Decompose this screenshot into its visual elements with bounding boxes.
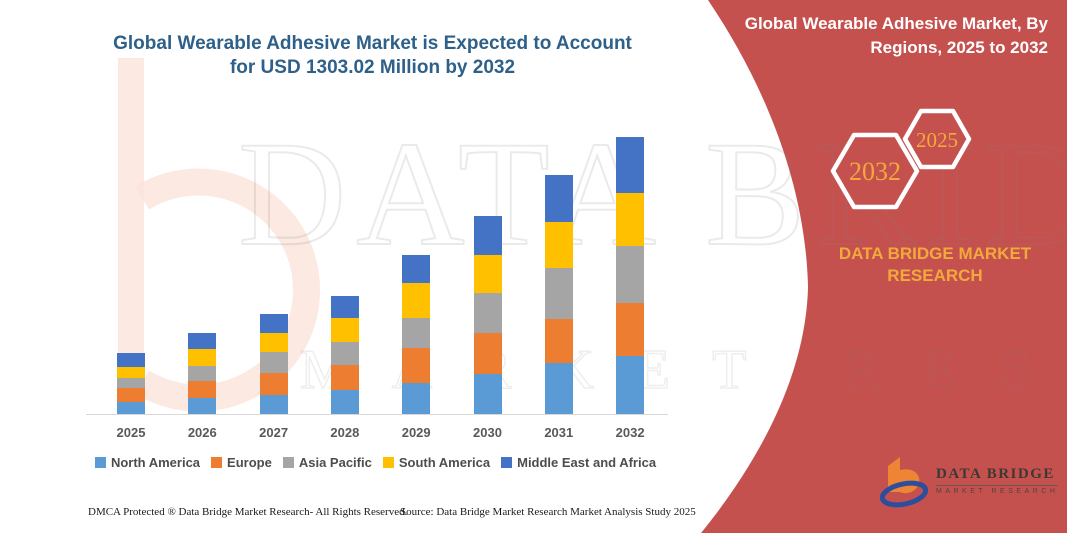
chart-legend: North America Europe Asia Pacific South Ame… bbox=[78, 455, 673, 470]
legend-swatch bbox=[501, 457, 513, 468]
legend-swatch bbox=[94, 457, 106, 468]
legend-swatch bbox=[282, 457, 294, 468]
red-panel-shape bbox=[701, 0, 1067, 533]
bar-segment-north-america-2032 bbox=[616, 356, 645, 414]
bar-segment-south-america-2025 bbox=[117, 367, 145, 378]
chart-title: Global Wearable Adhesive Market is Expec… bbox=[113, 33, 632, 78]
data-bridge-logo-icon bbox=[880, 457, 929, 508]
logo-text-block: DATA BRIDGE MARKET RESEARCH bbox=[936, 466, 1059, 495]
legend-label: Asia Pacific bbox=[298, 455, 372, 470]
legend-label: South America bbox=[398, 455, 491, 470]
hexagon-year-2025: 2025 bbox=[916, 128, 958, 152]
logo-tagline: MARKET RESEARCH bbox=[936, 487, 1059, 495]
x-axis-label-2030: 2030 bbox=[473, 425, 502, 440]
x-axis-line bbox=[86, 414, 668, 415]
bar-segment-asia-pacific-2032 bbox=[616, 245, 645, 304]
logo-swoosh bbox=[880, 480, 929, 508]
bar-segment-middle-east-and-africa-2025 bbox=[117, 353, 145, 368]
logo-name: DATA BRIDGE bbox=[936, 466, 1059, 486]
legend-item-middle-east-and-africa: Middle East and Africa bbox=[501, 455, 656, 470]
bar-segment-north-america-2031 bbox=[544, 362, 573, 414]
bar-segment-asia-pacific-2029 bbox=[402, 318, 431, 349]
bar-segment-asia-pacific-2026 bbox=[188, 365, 217, 382]
panel-title: Global Wearable Adhesive Market, By Regi… bbox=[744, 14, 1048, 57]
legend-item-north-america: North America bbox=[94, 455, 201, 470]
bar-segment-asia-pacific-2025 bbox=[117, 377, 145, 389]
legend-label: North America bbox=[110, 455, 201, 470]
bar-segment-europe-2032 bbox=[616, 303, 645, 357]
x-axis-label-2031: 2031 bbox=[544, 425, 574, 440]
legend-swatch bbox=[211, 457, 223, 468]
x-axis-label-2025: 2025 bbox=[116, 425, 146, 440]
bar-segment-middle-east-and-africa-2030 bbox=[473, 215, 502, 255]
bar-segment-europe-2029 bbox=[402, 348, 431, 383]
bar-segment-asia-pacific-2028 bbox=[330, 342, 359, 366]
legend-label: Europe bbox=[227, 455, 272, 470]
brand-wordmark: DATA BRIDGE MARKET RESEARCH bbox=[838, 244, 1032, 285]
bar-segment-asia-pacific-2031 bbox=[544, 268, 573, 320]
bar-segment-north-america-2027 bbox=[259, 394, 288, 414]
legend-item-asia-pacific: Asia Pacific bbox=[282, 455, 372, 470]
bar-segment-europe-2026 bbox=[188, 381, 217, 398]
hexagon-2032 bbox=[830, 132, 920, 210]
x-axis-label-2027: 2027 bbox=[259, 425, 289, 440]
legend-label: Middle East and Africa bbox=[517, 455, 657, 470]
data-bridge-logo: DATA BRIDGE MARKET RESEARCH bbox=[880, 452, 1060, 508]
x-axis-label-2032: 2032 bbox=[615, 425, 645, 440]
legend-item-europe: Europe bbox=[211, 455, 272, 470]
bar-segment-north-america-2028 bbox=[330, 390, 359, 414]
x-axis-label-2028: 2028 bbox=[330, 425, 360, 440]
bar-segment-north-america-2029 bbox=[402, 382, 431, 414]
hexagon-years-graphic: 2032 2025 bbox=[830, 108, 972, 210]
bar-segment-middle-east-and-africa-2028 bbox=[330, 295, 359, 318]
bar-segment-south-america-2027 bbox=[259, 333, 288, 352]
bar-segment-middle-east-and-africa-2027 bbox=[259, 314, 288, 334]
dmca-notice: DMCA Protected ® Data Bridge Market Rese… bbox=[88, 506, 408, 518]
bar-segment-asia-pacific-2030 bbox=[473, 293, 502, 334]
bar-segment-south-america-2031 bbox=[544, 222, 573, 269]
legend-item-south-america: South America bbox=[382, 455, 491, 470]
legend-swatch bbox=[382, 457, 394, 468]
bar-segment-middle-east-and-africa-2029 bbox=[402, 254, 431, 283]
bar-segment-middle-east-and-africa-2026 bbox=[188, 333, 217, 350]
x-axis-label-2029: 2029 bbox=[401, 425, 431, 440]
bar-segment-middle-east-and-africa-2031 bbox=[544, 175, 573, 223]
bar-segment-south-america-2028 bbox=[330, 317, 359, 343]
watermark-b-stem bbox=[118, 58, 144, 370]
hexagon-2025 bbox=[902, 108, 972, 170]
bar-segment-north-america-2030 bbox=[473, 373, 502, 414]
bar-segment-south-america-2029 bbox=[402, 282, 431, 319]
bar-segment-south-america-2030 bbox=[473, 254, 502, 294]
bar-segment-europe-2027 bbox=[259, 372, 288, 395]
bar-segment-europe-2030 bbox=[473, 333, 502, 374]
bar-segment-asia-pacific-2027 bbox=[259, 351, 288, 373]
bar-segment-europe-2028 bbox=[330, 365, 359, 391]
bar-segment-europe-2031 bbox=[544, 319, 573, 363]
bar-segment-europe-2025 bbox=[117, 388, 145, 402]
x-axis-label-2026: 2026 bbox=[187, 425, 217, 440]
bar-segment-south-america-2026 bbox=[188, 349, 217, 366]
bar-segment-north-america-2025 bbox=[117, 401, 145, 414]
hexagon-year-2032: 2032 bbox=[849, 157, 901, 186]
bar-segment-middle-east-and-africa-2032 bbox=[616, 137, 645, 194]
source-note: Source: Data Bridge Market Research Mark… bbox=[400, 506, 696, 518]
bar-segment-south-america-2032 bbox=[616, 193, 645, 246]
bar-segment-north-america-2026 bbox=[188, 397, 217, 414]
